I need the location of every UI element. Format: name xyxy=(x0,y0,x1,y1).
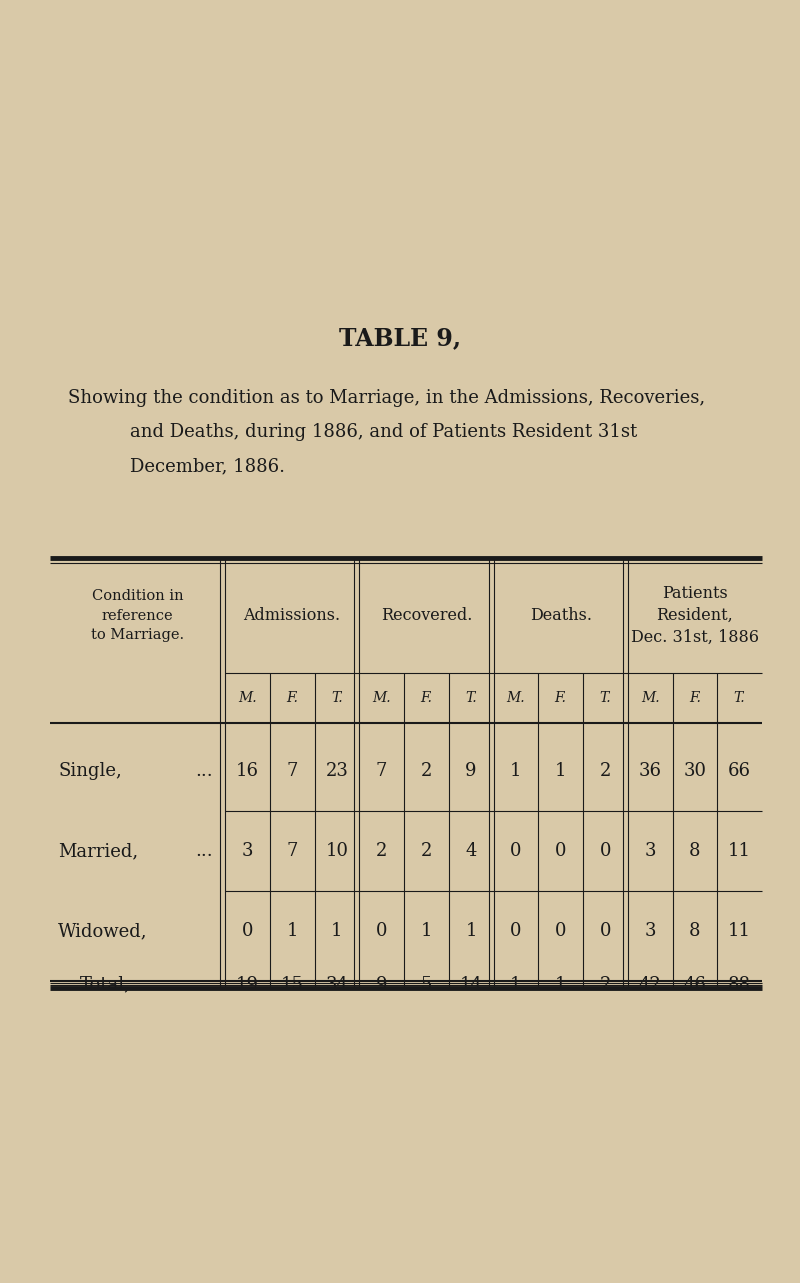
Text: M.: M. xyxy=(641,692,659,704)
Text: 1: 1 xyxy=(421,922,432,940)
Text: 0: 0 xyxy=(510,922,522,940)
Text: F.: F. xyxy=(689,692,701,704)
Text: 9: 9 xyxy=(466,762,477,780)
Text: December, 1886.: December, 1886. xyxy=(130,457,285,475)
Text: and Deaths, during 1886, and of Patients Resident 31st: and Deaths, during 1886, and of Patients… xyxy=(130,423,638,441)
Text: 1: 1 xyxy=(555,762,566,780)
Text: 5: 5 xyxy=(421,975,432,993)
Text: Patients
Resident,
Dec. 31st, 1886: Patients Resident, Dec. 31st, 1886 xyxy=(631,585,759,645)
Text: 1: 1 xyxy=(510,975,522,993)
Text: Widowed,: Widowed, xyxy=(58,922,147,940)
Text: Recovered.: Recovered. xyxy=(381,607,472,624)
Text: 1: 1 xyxy=(510,762,522,780)
Text: M.: M. xyxy=(372,692,391,704)
Text: 0: 0 xyxy=(510,842,522,860)
Text: Deaths.: Deaths. xyxy=(530,607,592,624)
Text: 8: 8 xyxy=(689,842,701,860)
Text: 7: 7 xyxy=(286,842,298,860)
Text: Total,: Total, xyxy=(80,975,131,993)
Text: 0: 0 xyxy=(555,922,566,940)
Text: 3: 3 xyxy=(644,842,656,860)
Text: 2: 2 xyxy=(600,762,611,780)
Text: TABLE 9,: TABLE 9, xyxy=(339,326,461,350)
Text: 2: 2 xyxy=(376,842,387,860)
Text: Condition in
reference
to Marriage.: Condition in reference to Marriage. xyxy=(91,589,184,642)
Text: M.: M. xyxy=(506,692,525,704)
Text: 0: 0 xyxy=(376,922,387,940)
Text: 10: 10 xyxy=(326,842,348,860)
Text: T.: T. xyxy=(466,692,477,704)
Text: 34: 34 xyxy=(326,975,348,993)
Text: F.: F. xyxy=(286,692,298,704)
Text: 30: 30 xyxy=(683,762,706,780)
Text: 1: 1 xyxy=(466,922,477,940)
Text: 14: 14 xyxy=(460,975,482,993)
Text: Admissions.: Admissions. xyxy=(243,607,341,624)
Text: Showing the condition as to Marriage, in the Admissions, Recoveries,: Showing the condition as to Marriage, in… xyxy=(68,389,705,407)
Text: 0: 0 xyxy=(555,842,566,860)
Text: 0: 0 xyxy=(600,842,611,860)
Text: ...: ... xyxy=(195,762,213,780)
Text: F.: F. xyxy=(554,692,566,704)
Text: T.: T. xyxy=(331,692,342,704)
Text: 4: 4 xyxy=(466,842,477,860)
Text: 15: 15 xyxy=(281,975,303,993)
Text: 0: 0 xyxy=(242,922,253,940)
Text: 8: 8 xyxy=(689,922,701,940)
Text: 88: 88 xyxy=(728,975,751,993)
Text: 7: 7 xyxy=(286,762,298,780)
Text: T.: T. xyxy=(599,692,611,704)
Text: 3: 3 xyxy=(644,922,656,940)
Text: 23: 23 xyxy=(326,762,348,780)
Text: 11: 11 xyxy=(728,842,751,860)
Text: M.: M. xyxy=(238,692,257,704)
Text: 42: 42 xyxy=(638,975,662,993)
Text: F.: F. xyxy=(421,692,432,704)
Text: ...: ... xyxy=(195,842,213,860)
Text: Married,: Married, xyxy=(58,842,138,860)
Text: 36: 36 xyxy=(638,762,662,780)
Text: 46: 46 xyxy=(683,975,706,993)
Text: Single,: Single, xyxy=(58,762,122,780)
Text: 0: 0 xyxy=(600,922,611,940)
Text: 66: 66 xyxy=(728,762,751,780)
Text: 7: 7 xyxy=(376,762,387,780)
Text: 16: 16 xyxy=(236,762,259,780)
Text: 1: 1 xyxy=(286,922,298,940)
Text: 1: 1 xyxy=(555,975,566,993)
Text: 1: 1 xyxy=(331,922,342,940)
Text: T.: T. xyxy=(734,692,746,704)
Text: 19: 19 xyxy=(236,975,259,993)
Text: 2: 2 xyxy=(421,762,432,780)
Text: 2: 2 xyxy=(421,842,432,860)
Text: 11: 11 xyxy=(728,922,751,940)
Text: 9: 9 xyxy=(376,975,387,993)
Text: 3: 3 xyxy=(242,842,253,860)
Text: 2: 2 xyxy=(600,975,611,993)
